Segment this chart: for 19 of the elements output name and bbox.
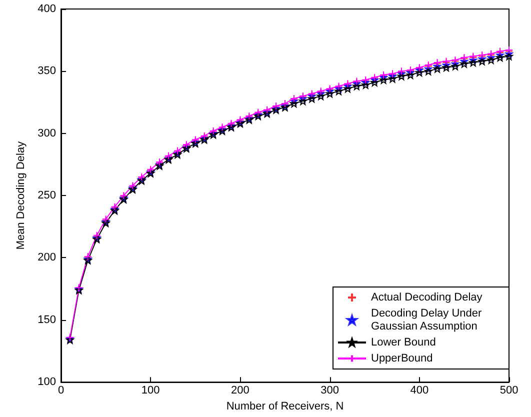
x-tick-label: 200 <box>231 384 250 397</box>
x-tick-label: 100 <box>141 384 160 397</box>
y-tick-label: 200 <box>38 252 56 264</box>
legend-label: Actual Decoding Delay <box>371 292 483 304</box>
y-tick-label: 400 <box>38 3 56 15</box>
x-tick-label: 300 <box>320 384 339 397</box>
x-axis-title: Number of Receivers, N <box>226 400 344 412</box>
x-tick-label: 400 <box>410 384 429 397</box>
x-tick-label: 500 <box>500 384 518 397</box>
y-tick-label: 300 <box>38 127 56 140</box>
y-tick-label: 350 <box>38 65 56 78</box>
y-tick-label: 250 <box>38 190 56 202</box>
y-axis-title: Mean Decoding Delay <box>15 140 28 250</box>
y-tick-label: 100 <box>38 376 56 388</box>
legend-label: UpperBound <box>371 352 433 364</box>
x-tick-label: 0 <box>58 384 64 397</box>
legend-label: Lower Bound <box>371 336 436 348</box>
y-tick-label: 150 <box>38 314 56 326</box>
legend-label: Decoding Delay Under Gaussian Assumption <box>371 308 485 332</box>
